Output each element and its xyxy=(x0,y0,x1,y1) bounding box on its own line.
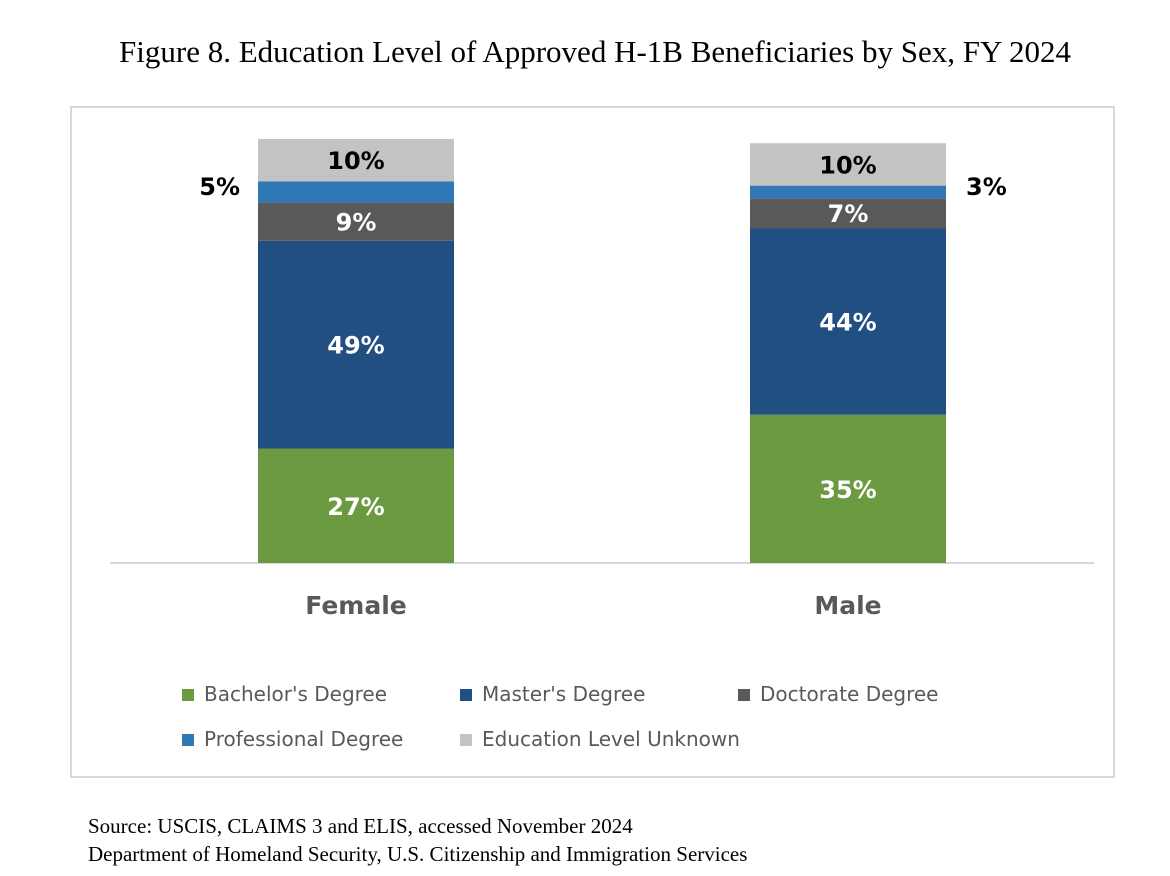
legend-label: Doctorate Degree xyxy=(760,682,939,706)
chart-frame: 27% 49% 9% 5% 10% Female 35% 44% 7% 3% 10% Male Bach… xyxy=(70,106,1115,778)
legend-swatch xyxy=(460,689,472,701)
data-label: 7% xyxy=(828,200,869,228)
legend-label: Master's Degree xyxy=(482,682,645,706)
data-label: 5% xyxy=(199,173,240,201)
bar-segment xyxy=(750,198,946,229)
agency-line: Department of Homeland Security, U.S. Ci… xyxy=(88,842,748,866)
legend-label: Bachelor's Degree xyxy=(204,682,387,706)
data-label: 44% xyxy=(819,308,876,336)
bar-segment xyxy=(258,240,454,449)
source-line: Source: USCIS, CLAIMS 3 and ELIS, access… xyxy=(88,814,633,838)
category-label: Female xyxy=(305,591,406,620)
legend-label: Professional Degree xyxy=(204,727,403,751)
bar-segment xyxy=(258,448,454,563)
legend-swatch xyxy=(460,734,472,746)
legend-label: Education Level Unknown xyxy=(482,727,740,751)
source-note: Source: USCIS, CLAIMS 3 and ELIS, access… xyxy=(88,812,747,868)
data-label: 49% xyxy=(327,332,384,360)
category-label: Male xyxy=(814,591,881,620)
stacked-bar-chart: 27% 49% 9% 5% 10% Female 35% 44% 7% 3% 10% Male Bach… xyxy=(110,139,1094,751)
bar-segment xyxy=(750,414,946,563)
legend-swatch xyxy=(738,689,750,701)
legend-swatch xyxy=(182,689,194,701)
bar-segment xyxy=(750,228,946,415)
data-label: 10% xyxy=(819,151,876,179)
data-label: 9% xyxy=(336,209,377,237)
bar-segment xyxy=(258,181,454,203)
data-label: 27% xyxy=(327,493,384,521)
bar-segment xyxy=(258,202,454,241)
bar-segment xyxy=(258,139,454,182)
data-label: 35% xyxy=(819,476,876,504)
data-label: 10% xyxy=(327,147,384,175)
legend-swatch xyxy=(182,734,194,746)
data-label: 3% xyxy=(966,173,1007,201)
bar-segment xyxy=(750,185,946,199)
figure-title: Figure 8. Education Level of Approved H-… xyxy=(119,34,1071,69)
bar-segment xyxy=(750,143,946,186)
